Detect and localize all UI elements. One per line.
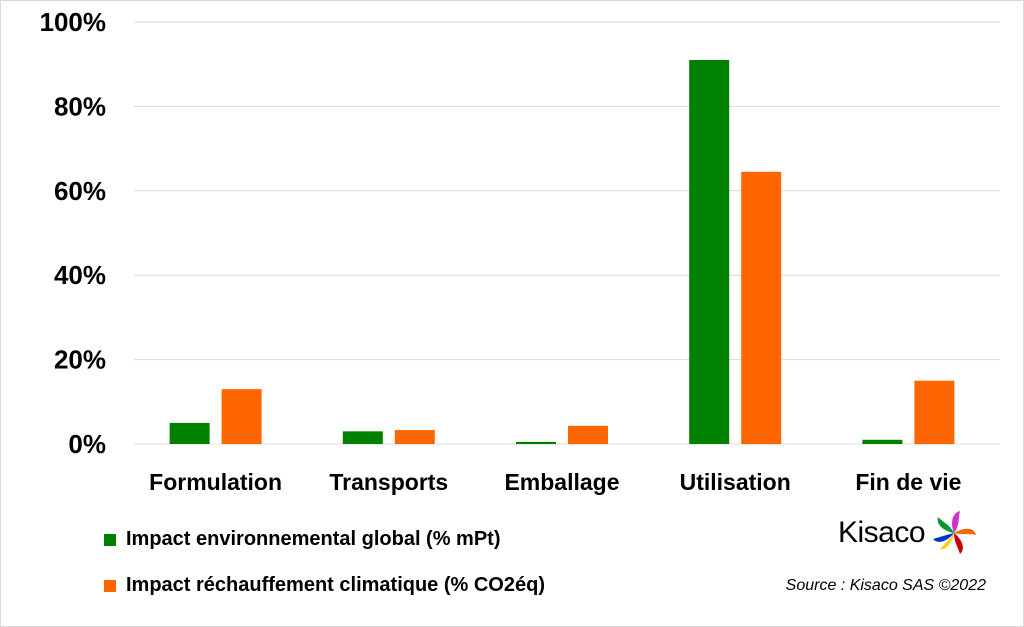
bar-global xyxy=(689,59,730,444)
legend-item-global: Impact environnemental global (% mPt) xyxy=(104,528,501,551)
legend-label-global: Impact environnemental global (% mPt) xyxy=(126,528,501,550)
bar-climate xyxy=(394,430,435,444)
y-tick-label: 40% xyxy=(54,260,106,290)
bar-global xyxy=(169,422,210,444)
x-category-label: Fin de vie xyxy=(855,469,961,495)
bar-global xyxy=(862,439,903,444)
bars xyxy=(169,59,955,444)
x-category-label: Utilisation xyxy=(680,469,791,495)
logo-text: Kisaco xyxy=(838,516,926,549)
bar-climate xyxy=(568,425,608,444)
legend-swatch-orange xyxy=(104,579,116,592)
source-note: Source : Kisaco SAS ©2022 xyxy=(785,577,986,594)
gridlines xyxy=(134,21,1000,445)
x-category-label: Emballage xyxy=(504,469,619,495)
y-tick-label: 80% xyxy=(54,91,106,121)
y-tick-label: 20% xyxy=(54,345,106,375)
pinwheel-icon xyxy=(933,511,977,554)
bar-climate xyxy=(221,389,262,444)
y-tick-label: 0% xyxy=(68,429,106,459)
y-tick-label: 60% xyxy=(54,176,106,206)
y-axis-ticks: 0% 20% 40% 60% 80% 100% xyxy=(40,7,107,459)
legend-item-climate: Impact réchauffement climatique (% CO2éq… xyxy=(104,574,545,597)
x-category-label: Formulation xyxy=(149,469,282,495)
legend-label-climate: Impact réchauffement climatique (% CO2éq… xyxy=(126,574,545,596)
y-tick-label: 100% xyxy=(40,7,107,37)
legend-swatch-green xyxy=(104,533,116,546)
x-axis-categories: Formulation Transports Emballage Utilisatio… xyxy=(149,469,961,495)
bar-climate xyxy=(741,171,782,444)
bar-global xyxy=(516,441,556,444)
bar-global xyxy=(342,431,383,444)
bar-climate xyxy=(914,380,955,444)
x-category-label: Transports xyxy=(329,469,448,495)
kisaco-logo: Kisaco xyxy=(838,508,979,558)
